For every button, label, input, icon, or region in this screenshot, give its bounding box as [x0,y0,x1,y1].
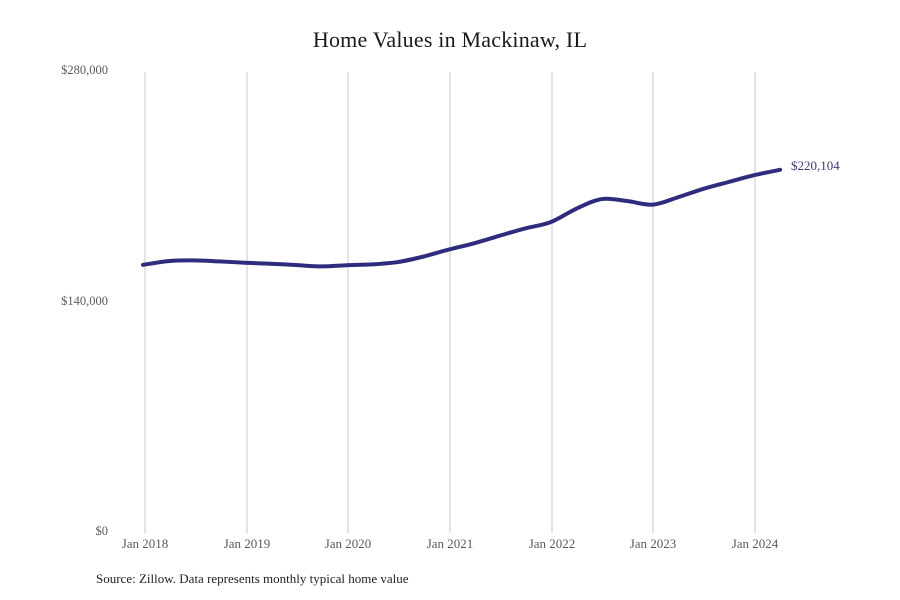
vertical-gridlines [144,72,756,533]
y-axis-tick-label-mid: $140,000 [61,294,108,308]
y-axis-tick-label-zero: $0 [95,524,109,538]
data-line-series [141,167,782,269]
source-note: Source: Zillow. Data represents monthly … [96,571,409,586]
x-axis-tick-label-jan-2023: Jan 2023 [629,536,677,551]
end-value-label: $220,104 [791,158,840,173]
x-axis-tick-label-jan-2018: Jan 2018 [121,536,169,551]
x-axis-tick-label-jan-2021: Jan 2021 [426,536,474,551]
chart-title: Home Values in Mackinaw, IL [312,27,588,52]
x-axis-tick-label-jan-2024: Jan 2024 [731,536,779,551]
x-axis-tick-label-jan-2020: Jan 2020 [324,536,372,551]
x-axis-tick-label-jan-2019: Jan 2019 [223,536,271,551]
x-axis-tick-label-jan-2022: Jan 2022 [528,536,576,551]
y-axis-tick-label-top: $280,000 [61,63,108,77]
